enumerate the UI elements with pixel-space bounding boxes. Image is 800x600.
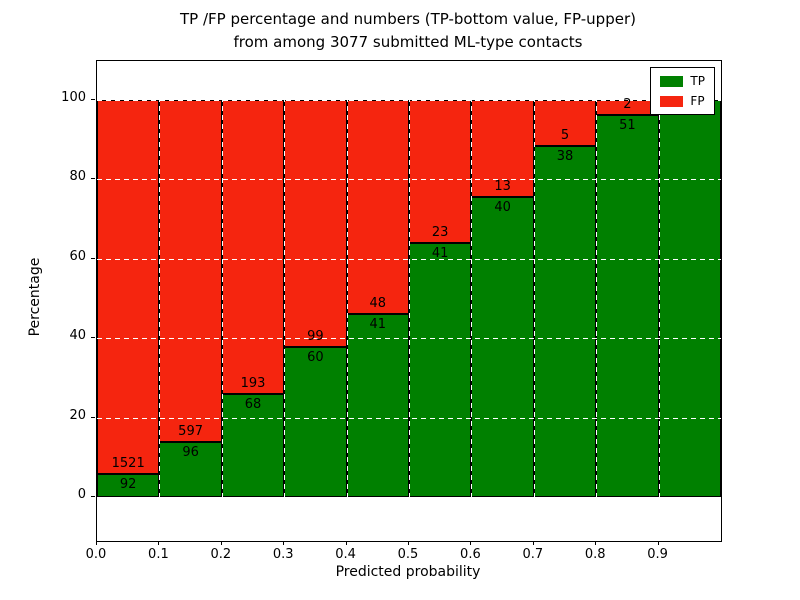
x-tick-label: 0.0 [85, 547, 107, 562]
x-axis-label: Predicted probability [335, 564, 481, 580]
bars-layer [97, 61, 721, 541]
legend-item-fp: FP [660, 94, 705, 108]
tp-count-label: 60 [307, 350, 324, 366]
fp-count-label: 2 [623, 96, 632, 112]
x-tick [470, 541, 472, 545]
fp-count-label: 193 [240, 375, 266, 391]
y-tick-label: 20 [69, 407, 86, 423]
x-tick-label: 0.1 [148, 547, 169, 562]
bar-segment-tp [159, 442, 222, 497]
bar-segment-fp [97, 100, 160, 475]
y-tick [91, 257, 95, 259]
legend-label-fp: FP [690, 94, 705, 108]
y-tick-label: 60 [69, 248, 86, 264]
x-tick [595, 541, 597, 545]
x-tick [345, 541, 347, 545]
tp-count-label: 51 [619, 117, 636, 133]
plot-area: TP FP 1521 92 597 96 193 68 99 60 48 41 23 41 13 40 5 3… [96, 60, 722, 542]
x-tick [96, 541, 97, 545]
x-tick-label: 0.7 [522, 547, 544, 562]
y-tick [91, 99, 95, 100]
bar-segment-fp [533, 100, 597, 147]
fp-count-label: 5 [560, 128, 570, 144]
bar-segment-tp [658, 100, 721, 497]
y-tick-label: 80 [69, 169, 86, 185]
fp-count-label: 23 [431, 224, 449, 240]
legend: TP FP [650, 67, 715, 115]
fp-count-label: 48 [369, 296, 387, 312]
x-tick [532, 541, 534, 545]
y-axis-label: Percentage [27, 257, 43, 337]
x-tick-label: 0.4 [335, 547, 356, 562]
labels-layer: 1521925979619368996048412341134053825104… [97, 61, 721, 541]
chart-title-line1: TP /FP percentage and numbers (TP-bottom… [180, 10, 636, 28]
tp-count-label: 68 [244, 396, 262, 412]
fp-swatch-icon [660, 95, 684, 107]
tp-swatch-icon [660, 75, 684, 87]
fp-count-label: 13 [494, 179, 511, 195]
y-tick-label: 40 [69, 328, 86, 344]
tp-count-label: 96 [182, 445, 199, 460]
tp-count-label: 38 [556, 149, 574, 165]
tp-count-label: 92 [119, 477, 137, 493]
tp-count-label: 40 [494, 200, 511, 216]
bar-segment-fp [284, 100, 347, 348]
x-tick-label: 0.3 [272, 547, 294, 562]
grid-layer [97, 61, 721, 541]
bar-segment-fp [159, 100, 222, 442]
gridline-vertical [534, 61, 535, 541]
gridline-vertical [284, 61, 285, 541]
chart-title: TP /FP percentage and numbers (TP-bottom… [96, 8, 720, 54]
y-tick-label: 100 [61, 90, 86, 105]
bar-segment-tp [409, 242, 472, 497]
chart-title-line2: from among 3077 submitted ML-type contac… [233, 33, 583, 51]
bar-segment-fp [346, 100, 409, 315]
gridline-vertical [471, 61, 472, 541]
x-tick-label: 0.2 [210, 547, 232, 562]
x-tick [158, 541, 160, 545]
gridline-vertical [347, 61, 348, 541]
gridline-vertical [659, 61, 660, 541]
x-tick [408, 541, 409, 545]
x-tick-label: 0.9 [647, 547, 668, 562]
gridline-vertical [409, 61, 410, 541]
x-tick [220, 541, 222, 545]
y-tick [91, 337, 95, 339]
x-tick [283, 541, 285, 545]
y-tick [91, 416, 95, 418]
bar-segment-tp [533, 146, 597, 497]
x-tick-label: 0.6 [460, 547, 481, 562]
gridline-vertical [159, 61, 160, 541]
x-tick-label: 0.8 [584, 547, 606, 562]
tp-count-label: 41 [431, 245, 449, 261]
gridline-vertical [596, 61, 597, 541]
x-tick-label: 0.5 [397, 547, 419, 562]
fp-count-label: 1521 [111, 456, 145, 472]
bar-segment-tp [471, 197, 534, 497]
fp-count-label: 597 [178, 424, 203, 439]
fp-count-label: 99 [307, 329, 324, 345]
y-tick-label: 0 [77, 487, 86, 502]
tp-count-label: 41 [369, 317, 387, 333]
y-tick [91, 496, 95, 497]
x-tick [657, 541, 659, 545]
legend-label-tp: TP [690, 74, 705, 88]
gridline-vertical [222, 61, 223, 541]
y-tick [91, 178, 95, 180]
legend-item-tp: TP [660, 74, 705, 88]
bar-segment-tp [97, 474, 160, 497]
